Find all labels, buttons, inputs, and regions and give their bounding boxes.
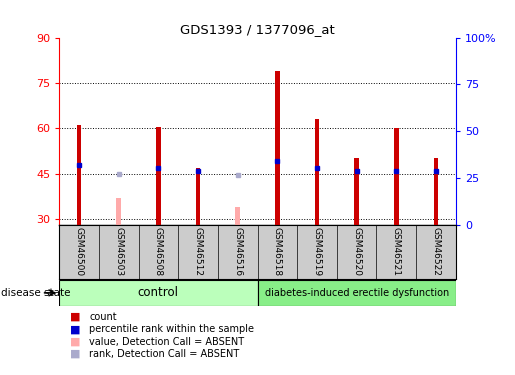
Bar	[258, 280, 456, 306]
Bar	[77, 125, 81, 225]
Text: rank, Detection Call = ABSENT: rank, Detection Call = ABSENT	[89, 349, 239, 359]
Text: ■: ■	[70, 312, 80, 322]
Text: count: count	[89, 312, 117, 322]
Bar	[235, 207, 240, 225]
Text: GSM46521: GSM46521	[392, 226, 401, 276]
Text: value, Detection Call = ABSENT: value, Detection Call = ABSENT	[89, 337, 244, 346]
Bar	[394, 128, 399, 225]
Bar	[116, 198, 121, 225]
Text: ■: ■	[70, 349, 80, 359]
Bar	[354, 159, 359, 225]
Bar	[315, 119, 319, 225]
Text: ■: ■	[70, 324, 80, 334]
Bar	[434, 159, 438, 225]
Text: ■: ■	[70, 337, 80, 346]
Text: GSM46522: GSM46522	[432, 226, 440, 276]
Text: GSM46516: GSM46516	[233, 226, 242, 276]
Bar	[156, 127, 161, 225]
Bar	[59, 280, 258, 306]
Text: GSM46500: GSM46500	[75, 226, 83, 276]
Text: GSM46518: GSM46518	[273, 226, 282, 276]
Title: GDS1393 / 1377096_at: GDS1393 / 1377096_at	[180, 23, 335, 36]
Text: GSM46508: GSM46508	[154, 226, 163, 276]
Text: GSM46520: GSM46520	[352, 226, 361, 276]
Bar	[275, 71, 280, 225]
Text: GSM46519: GSM46519	[313, 226, 321, 276]
Text: GSM46503: GSM46503	[114, 226, 123, 276]
Text: GSM46512: GSM46512	[194, 226, 202, 276]
Bar	[196, 168, 200, 225]
Text: disease state: disease state	[1, 288, 71, 298]
Text: percentile rank within the sample: percentile rank within the sample	[89, 324, 254, 334]
Text: diabetes-induced erectile dysfunction: diabetes-induced erectile dysfunction	[265, 288, 449, 298]
Text: control: control	[138, 286, 179, 299]
